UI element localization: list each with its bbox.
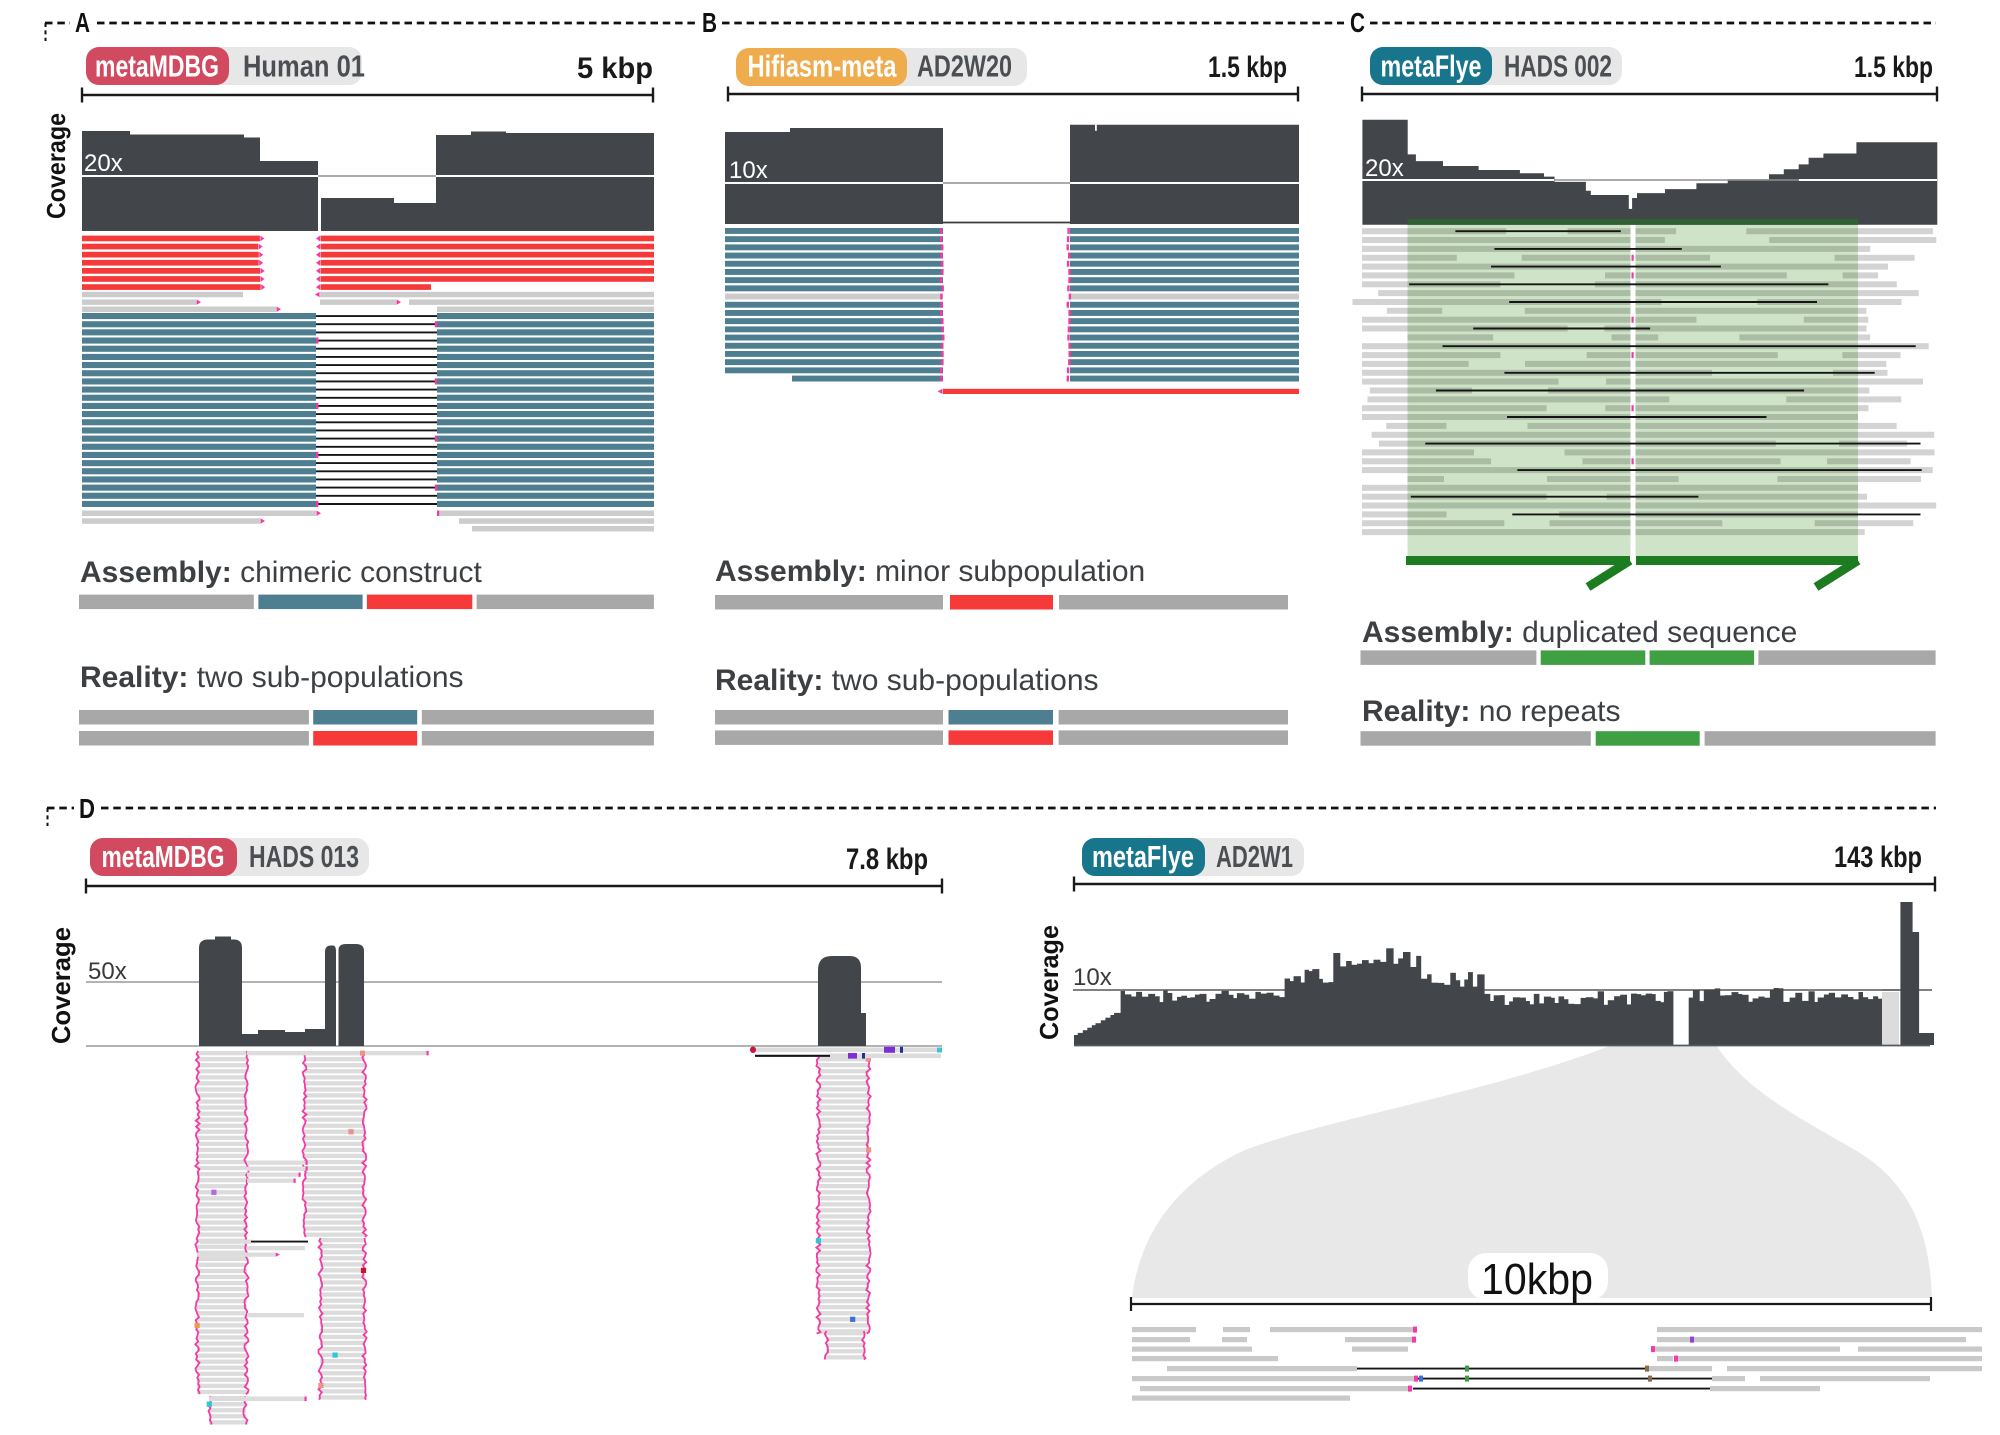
svg-text:Assembly: minor subpopulation: Assembly: minor subpopulation: [715, 555, 1145, 588]
svg-text:Reality: no repeats: Reality: no repeats: [1362, 695, 1620, 728]
svg-text:20x: 20x: [84, 150, 123, 177]
svg-text:Coverage: Coverage: [46, 927, 76, 1044]
svg-text:metaFlye: metaFlye: [1381, 49, 1482, 84]
svg-text:AD2W1: AD2W1: [1216, 839, 1293, 874]
svg-text:Reality: two sub-populations: Reality: two sub-populations: [80, 661, 464, 694]
svg-text:10kbp: 10kbp: [1481, 1255, 1593, 1304]
svg-text:143 kbp: 143 kbp: [1834, 841, 1922, 874]
svg-text:A: A: [75, 7, 90, 38]
svg-text:C: C: [1350, 7, 1365, 38]
svg-text:20x: 20x: [1365, 155, 1404, 182]
svg-text:10x: 10x: [729, 157, 768, 184]
svg-text:B: B: [702, 7, 717, 38]
svg-text:Coverage: Coverage: [1034, 925, 1064, 1040]
svg-text:AD2W20: AD2W20: [917, 49, 1012, 84]
svg-text:metaMDBG: metaMDBG: [102, 839, 225, 874]
svg-text:10x: 10x: [1073, 964, 1112, 991]
svg-text:metaMDBG: metaMDBG: [95, 49, 219, 84]
svg-text:Assembly: chimeric construct: Assembly: chimeric construct: [80, 556, 482, 589]
svg-text:Assembly: duplicated sequence: Assembly: duplicated sequence: [1362, 616, 1797, 649]
svg-text:50x: 50x: [88, 958, 127, 985]
svg-text:1.5 kbp: 1.5 kbp: [1208, 51, 1287, 84]
svg-text:5 kbp: 5 kbp: [577, 52, 653, 85]
svg-text:HADS 002: HADS 002: [1504, 49, 1612, 84]
svg-text:HADS 013: HADS 013: [249, 839, 359, 874]
svg-text:7.8 kbp: 7.8 kbp: [846, 843, 928, 876]
svg-text:Coverage: Coverage: [41, 113, 71, 219]
svg-text:1.5 kbp: 1.5 kbp: [1854, 51, 1933, 84]
svg-text:Human 01: Human 01: [243, 49, 365, 84]
svg-text:metaFlye: metaFlye: [1092, 839, 1194, 874]
svg-text:Hifiasm-meta: Hifiasm-meta: [748, 49, 898, 84]
svg-text:Reality: two sub-populations: Reality: two sub-populations: [715, 664, 1099, 697]
svg-text:D: D: [79, 793, 95, 824]
